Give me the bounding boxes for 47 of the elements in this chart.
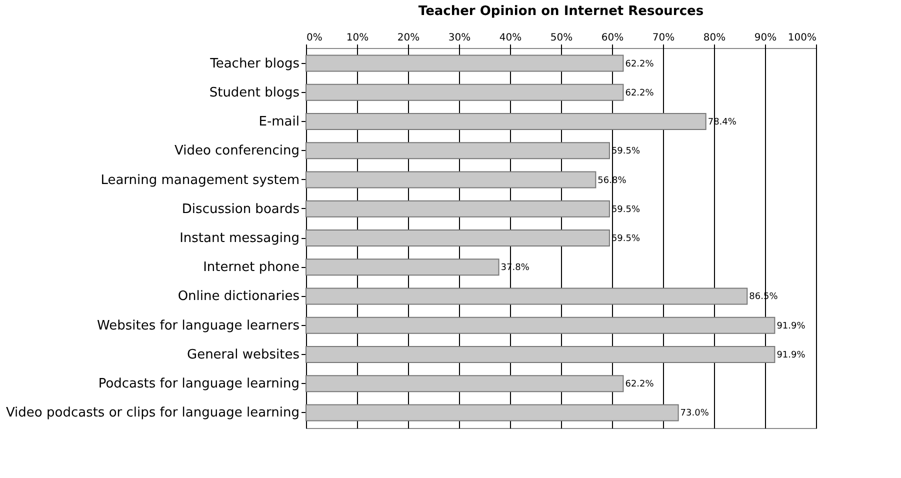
data-label: 62.2% (625, 380, 654, 390)
bar (306, 346, 776, 363)
x-tick-label: 10% (346, 32, 369, 44)
bar (306, 200, 610, 218)
data-label: 59.5% (611, 146, 640, 157)
y-tick-label: General websites (187, 347, 300, 362)
x-tick-label: 70% (652, 32, 675, 44)
y-tick-label: E-mail (258, 114, 300, 130)
y-tick-label: Instant messaging (180, 231, 300, 246)
data-label: 59.5% (611, 204, 640, 215)
y-tick-label: Internet phone (203, 260, 300, 276)
bar (306, 316, 776, 334)
bar (306, 258, 500, 276)
x-tick-label: 80% (703, 32, 726, 44)
y-tick-label: Video podcasts or clips for language learning (6, 406, 300, 421)
y-tick-label: Video conferencing (174, 144, 300, 159)
bar (306, 142, 610, 160)
y-tick-label: Websites for language learners (97, 318, 300, 334)
x-tick-label: 60% (601, 32, 624, 44)
x-tick-label: 40% (499, 32, 522, 44)
data-label: 91.9% (776, 350, 806, 360)
bar (306, 171, 596, 188)
bar (306, 229, 610, 247)
bar (306, 84, 624, 101)
data-label: 73.0% (680, 408, 710, 419)
x-tick-label: 100% (788, 32, 816, 44)
chart-title: Teacher Opinion on Internet Resources (418, 4, 704, 19)
data-label: 59.5% (611, 234, 640, 244)
y-tick-label: Teacher blogs (209, 56, 300, 72)
data-label: 62.2% (625, 88, 654, 98)
bar (306, 54, 624, 72)
y-tick-label: Online dictionaries (178, 289, 300, 304)
data-label: 91.9% (776, 321, 806, 332)
data-label: 62.2% (625, 59, 654, 70)
x-tick-label: 50% (550, 32, 573, 44)
x-tick-label: 20% (397, 32, 420, 44)
y-tick-label: Discussion boards (182, 202, 300, 217)
bar (306, 288, 748, 305)
y-tick-label: Student blogs (209, 85, 300, 100)
x-tick-label: 0% (306, 32, 322, 44)
x-tick-label: 90% (754, 32, 777, 44)
y-tick-label: Learning management system (100, 172, 300, 188)
bar (306, 113, 706, 130)
bar (306, 375, 624, 392)
y-tick-label: Podcasts for language learning (98, 376, 300, 392)
bar (306, 404, 679, 422)
x-tick-label: 30% (448, 32, 471, 44)
